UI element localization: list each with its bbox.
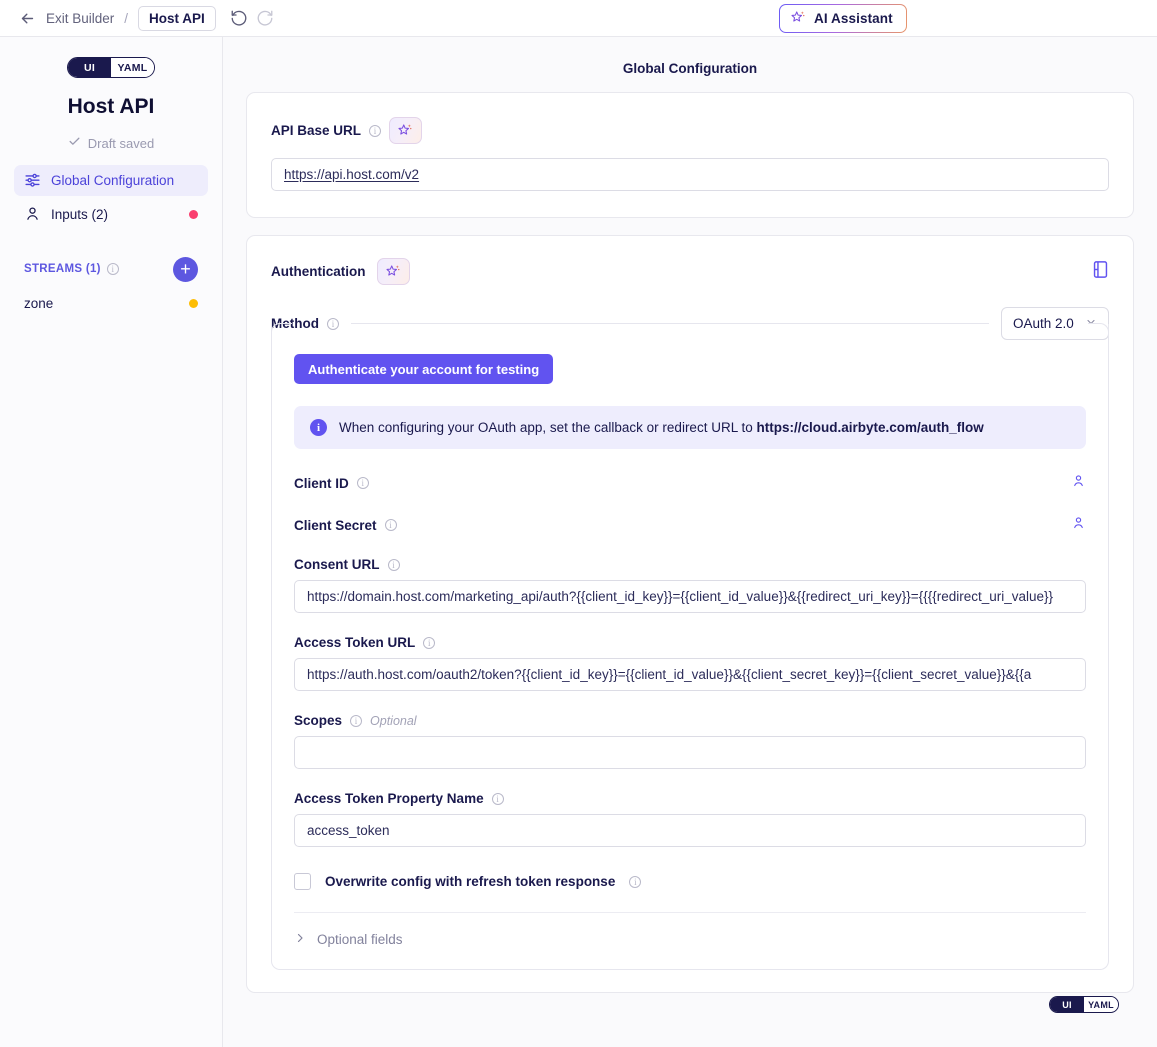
authentication-card: Authentication Method i O [246, 235, 1134, 993]
ui-yaml-toggle[interactable]: UI YAML [67, 57, 155, 78]
info-icon[interactable]: i [423, 636, 436, 649]
bottom-toggle-option-yaml[interactable]: YAML [1084, 997, 1118, 1012]
ai-magic-button[interactable] [389, 117, 423, 144]
redo-icon[interactable] [256, 9, 274, 27]
access-token-property-name-block: Access Token Property Name i access_toke… [294, 791, 1086, 847]
sidebar-item-label: Global Configuration [51, 173, 175, 188]
undo-icon[interactable] [230, 9, 248, 27]
info-icon[interactable]: i [356, 477, 369, 489]
optional-fields-toggle[interactable]: Optional fields [294, 932, 1086, 947]
stream-item-zone[interactable]: zone [14, 290, 208, 316]
exit-builder-link[interactable]: Exit Builder [46, 10, 115, 26]
access-token-property-name-label: Access Token Property Name [294, 791, 484, 806]
streams-header-label: STREAMS (1) [24, 263, 101, 275]
oauth-callback-url: https://cloud.airbyte.com/auth_flow [756, 420, 984, 435]
toggle-option-ui[interactable]: UI [68, 58, 111, 77]
main-title: Global Configuration [622, 61, 758, 76]
history-buttons [230, 9, 274, 27]
draft-status-label: Draft saved [87, 135, 155, 151]
oauth-fieldset: Authenticate your account for testing i … [271, 323, 1109, 970]
draft-status: Draft saved [0, 135, 222, 151]
api-base-url-label-row: API Base URL i [271, 117, 1109, 144]
streams-header: STREAMS (1) i + [14, 254, 208, 284]
consent-url-label: Consent URL [294, 557, 380, 572]
authenticate-button[interactable]: Authenticate your account for testing [294, 354, 554, 384]
method-select-value: OAuth 2.0 [1013, 316, 1074, 331]
overwrite-config-checkbox[interactable] [294, 873, 311, 890]
status-dot [189, 298, 198, 308]
api-base-url-input[interactable]: https://api.host.com/v2 [271, 158, 1109, 191]
client-id-row: Client ID i [294, 473, 1086, 493]
overwrite-config-row: Overwrite config with refresh token resp… [294, 873, 1086, 913]
sidebar-item-label: Inputs (2) [51, 207, 109, 222]
access-token-property-name-label-row: Access Token Property Name i [294, 791, 1086, 806]
arrow-left-icon[interactable] [18, 9, 36, 27]
access-token-property-name-input[interactable]: access_token [294, 814, 1086, 847]
chevron-right-icon [294, 932, 306, 947]
info-icon[interactable]: i [629, 875, 642, 888]
sliders-icon [24, 171, 41, 191]
bottom-ui-yaml-toggle[interactable]: UI YAML [1049, 996, 1119, 1013]
top-bar: Exit Builder / Host API AI Assistant [0, 0, 1157, 37]
oauth-info-text: When configuring your OAuth app, set the… [339, 420, 757, 435]
scopes-input[interactable] [294, 736, 1086, 769]
api-base-url-card: API Base URL i https://api.host.com/v2 [246, 92, 1134, 218]
access-token-url-block: Access Token URL i https://auth.host.com… [294, 635, 1086, 691]
consent-url-input[interactable]: https://domain.host.com/marketing_api/au… [294, 580, 1086, 613]
info-icon[interactable]: i [350, 714, 363, 727]
info-icon[interactable]: i [369, 124, 382, 137]
book-docs-icon[interactable] [1092, 260, 1109, 284]
overwrite-config-label: Overwrite config with refresh token resp… [325, 874, 616, 889]
authentication-header: Authentication [247, 236, 1133, 285]
breadcrumb-separator: / [124, 10, 129, 26]
info-icon[interactable]: i [106, 263, 119, 275]
ai-magic-button[interactable] [376, 258, 410, 285]
info-icon[interactable]: i [387, 558, 400, 571]
consent-url-block: Consent URL i https://domain.host.com/ma… [294, 557, 1086, 613]
check-icon [68, 135, 81, 151]
page-title: Host API [67, 95, 155, 118]
optional-tag: Optional [370, 713, 417, 728]
api-base-url-label: API Base URL [271, 123, 362, 138]
oauth-info-banner: i When configuring your OAuth app, set t… [294, 406, 1086, 449]
sidebar: UI YAML Host API Draft saved Global Conf… [0, 37, 223, 1047]
divider [351, 323, 989, 324]
sidebar-item-inputs[interactable]: Inputs (2) [14, 199, 208, 230]
access-token-url-label-row: Access Token URL i [294, 635, 1086, 650]
ai-assistant-button[interactable]: AI Assistant [779, 4, 907, 33]
scopes-block: Scopes i Optional [294, 713, 1086, 769]
info-icon[interactable]: i [327, 317, 339, 330]
client-secret-label: Client Secret [294, 517, 377, 533]
client-id-label: Client ID [294, 475, 349, 491]
main-panel: Global Configuration API Base URL i http… [223, 37, 1157, 1047]
ai-assistant-label: AI Assistant [814, 11, 893, 26]
authentication-label: Authentication [271, 264, 366, 279]
project-name-chip[interactable]: Host API [138, 5, 216, 31]
consent-url-label-row: Consent URL i [294, 557, 1086, 572]
access-token-url-input[interactable]: https://auth.host.com/oauth2/token?{{cli… [294, 658, 1086, 691]
scopes-label: Scopes [294, 713, 343, 728]
sidebar-item-global-configuration[interactable]: Global Configuration [14, 165, 208, 196]
optional-fields-label: Optional fields [317, 932, 403, 947]
bottom-toggle-option-ui[interactable]: UI [1050, 997, 1084, 1012]
toggle-option-yaml[interactable]: YAML [111, 58, 154, 77]
info-icon: i [310, 419, 327, 436]
user-icon [24, 205, 41, 225]
sparkle-star-icon [790, 9, 807, 29]
access-token-url-label: Access Token URL [294, 635, 416, 650]
add-stream-button[interactable]: + [173, 256, 198, 282]
scopes-label-row: Scopes i Optional [294, 713, 1086, 728]
status-dot [189, 210, 198, 219]
info-icon[interactable]: i [491, 792, 504, 805]
user-secret-icon[interactable] [1071, 473, 1086, 493]
user-secret-icon[interactable] [1071, 515, 1086, 535]
client-secret-row: Client Secret i [294, 515, 1086, 535]
stream-item-label: zone [24, 295, 54, 311]
info-icon[interactable]: i [384, 519, 397, 531]
